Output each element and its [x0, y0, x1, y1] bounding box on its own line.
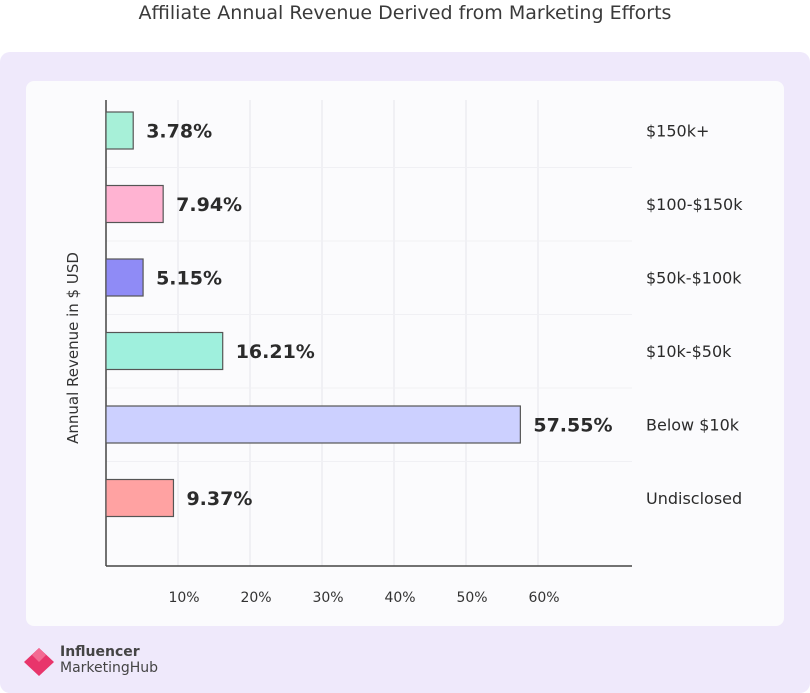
logo-text-bottom: MarketingHub	[60, 660, 159, 676]
bar-4	[105, 331, 224, 371]
y-axis-label: Annual Revenue in $ USD	[64, 252, 82, 444]
x-tick-label: 40%	[384, 590, 415, 606]
x-tick-label: 60%	[528, 590, 559, 606]
bar-3	[105, 258, 144, 297]
x-tick-label: 20%	[240, 590, 271, 606]
bar-value-label: 57.55%	[533, 415, 612, 437]
category-label: $50k-$100k	[646, 269, 742, 288]
bar-1	[105, 111, 134, 150]
bar-6	[105, 478, 175, 518]
bar-value-label: 7.94%	[176, 194, 242, 216]
bar-value-label: 3.78%	[146, 121, 212, 143]
x-tick-label: 30%	[312, 590, 343, 606]
bar-2	[105, 184, 164, 224]
x-tick-label: 10%	[168, 590, 199, 606]
brand-logo: Influencer MarketingHub	[24, 644, 204, 680]
logo-text-top: Influencer	[60, 644, 140, 660]
category-label: $100-$150k	[646, 195, 743, 214]
logo-diamond-icon	[24, 648, 54, 676]
category-label: Undisclosed	[646, 489, 742, 508]
bar-5	[105, 405, 521, 444]
x-tick-label: 50%	[456, 590, 487, 606]
category-label: Below $10k	[646, 416, 740, 435]
bar-value-label: 16.21%	[236, 341, 315, 363]
bar-value-label: 5.15%	[156, 268, 222, 290]
chart-title: Affiliate Annual Revenue Derived from Ma…	[138, 2, 672, 24]
category-label: $10k-$50k	[646, 342, 732, 361]
category-label: $150k+	[646, 122, 709, 141]
bar-value-label: 9.37%	[186, 488, 252, 510]
